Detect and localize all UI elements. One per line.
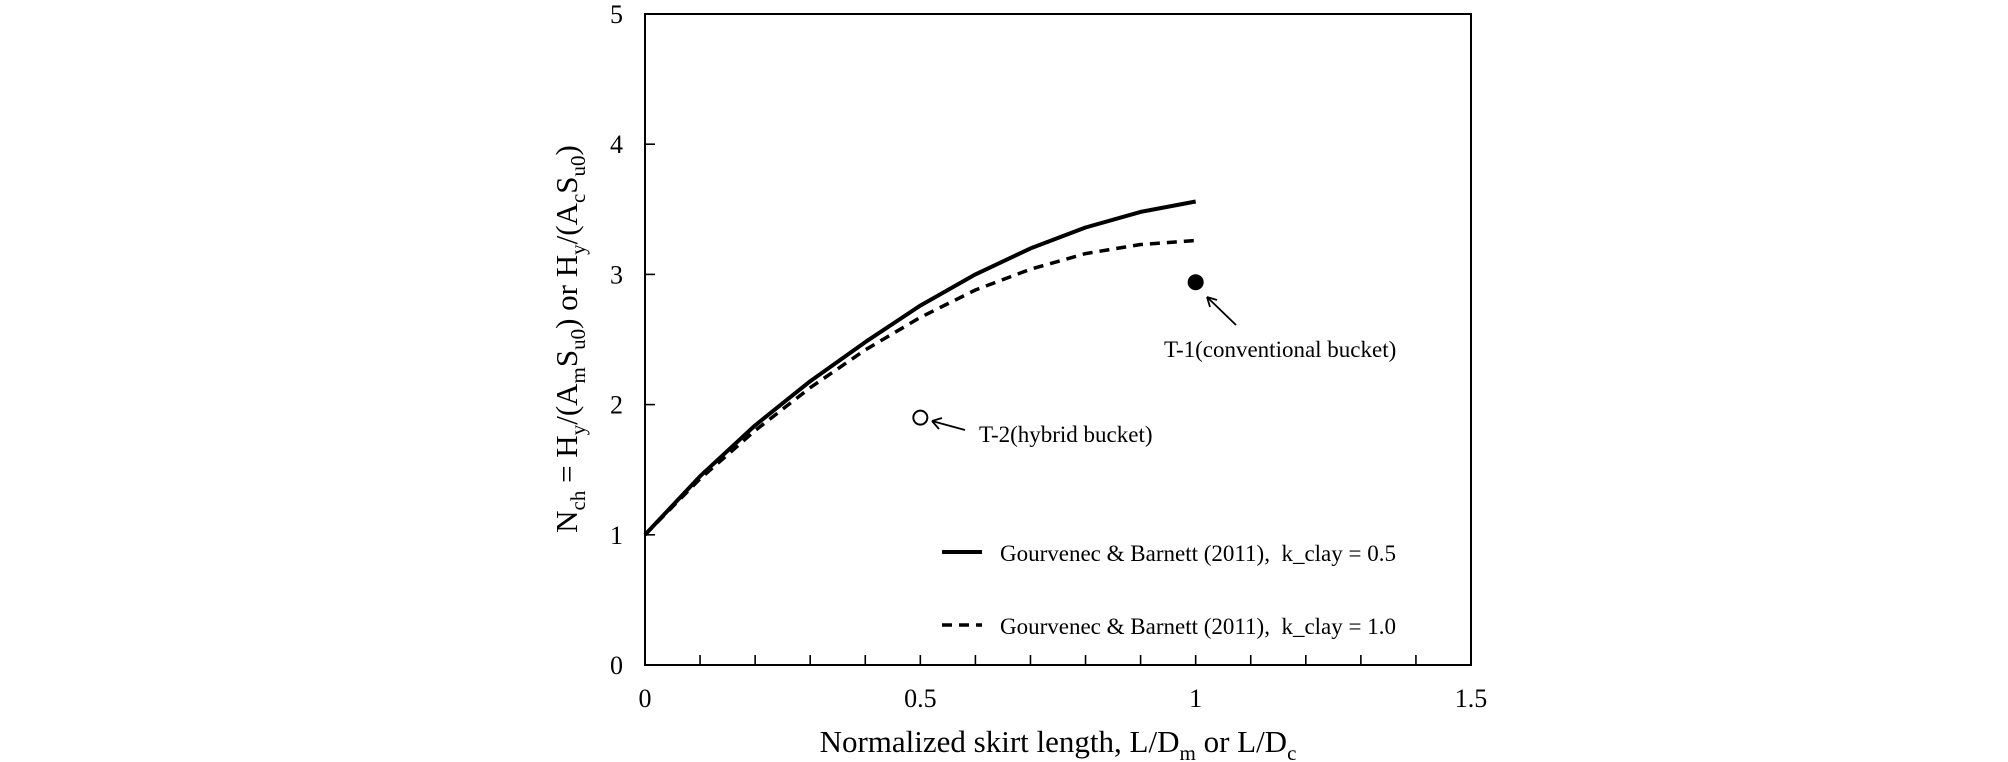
y-tick-label: 4 bbox=[610, 130, 623, 159]
y-axis-title: Nch = Hy/(AmSu0) or Hy/(AcSu0) bbox=[549, 145, 590, 533]
series-layer bbox=[643, 199, 1197, 537]
annotation-arrowhead-t2 bbox=[931, 417, 943, 430]
points-layer bbox=[912, 274, 1204, 426]
annotation-arrow-t2 bbox=[931, 420, 966, 431]
annotation-label-t2: T-2(hybrid bucket) bbox=[979, 422, 1153, 447]
axis-ticks bbox=[644, 13, 1472, 666]
annotation-label-t1: T-1(conventional bucket) bbox=[1164, 337, 1396, 362]
y-tick-label: 2 bbox=[610, 391, 623, 420]
annotations: T-1(conventional bucket) T-2(hybrid buck… bbox=[931, 296, 1396, 447]
x-axis-title: Normalized skirt length, L/Dm or L/Dc bbox=[820, 724, 1297, 762]
x-tick-label: 1.5 bbox=[1455, 684, 1488, 713]
y-tick-label: 5 bbox=[610, 0, 623, 29]
data-point-t2 bbox=[912, 409, 929, 426]
x-tick-label: 0.5 bbox=[904, 684, 937, 713]
data-point-t1 bbox=[1187, 274, 1204, 291]
series-line-solid bbox=[643, 199, 1197, 537]
annotation-arrowhead-t1 bbox=[1206, 296, 1218, 308]
x-tick-label: 0 bbox=[639, 684, 652, 713]
legend: Gourvenec & Barnett (2011), k_clay = 0.5… bbox=[942, 541, 1396, 639]
y-tick-label: 1 bbox=[610, 521, 623, 550]
annotation-arrow-t1 bbox=[1206, 296, 1237, 326]
series-line-dashed bbox=[643, 238, 1196, 537]
x-tick-label: 1 bbox=[1189, 684, 1202, 713]
y-tick-label: 3 bbox=[610, 260, 623, 289]
y-tick-label: 0 bbox=[610, 651, 623, 680]
plot-frame bbox=[644, 13, 1472, 666]
axis-tick-labels: 0 0.5 1 1.5 0 1 2 3 4 5 bbox=[610, 0, 1487, 713]
legend-label-solid: Gourvenec & Barnett (2011), k_clay = 0.5 bbox=[1000, 541, 1396, 566]
legend-label-dashed: Gourvenec & Barnett (2011), k_clay = 1.0 bbox=[1000, 614, 1396, 639]
